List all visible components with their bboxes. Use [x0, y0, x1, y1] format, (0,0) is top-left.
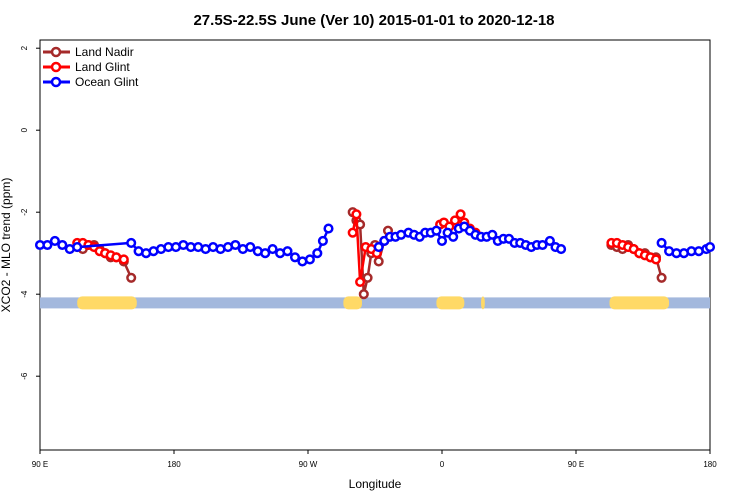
data-point-land-glint [455, 209, 466, 220]
data-point-ocean-glint [49, 235, 60, 246]
data-point-ocean-glint [126, 237, 137, 248]
chart-title: 27.5S-22.5S June (Ver 10) 2015-01-01 to … [193, 12, 554, 29]
land-ocean-band [40, 296, 710, 310]
land-segment [77, 296, 137, 310]
data-point-ocean-glint [317, 235, 328, 246]
data-point-ocean-glint [487, 229, 498, 240]
data-point-land-nadir [358, 289, 369, 300]
x-axis-label: Longitude [349, 477, 402, 491]
x-tick-label: 180 [167, 460, 181, 469]
x-tick-label: 90 E [568, 460, 584, 469]
data-point-land-glint [118, 254, 129, 265]
data-point-land-nadir [656, 272, 667, 283]
legend-item-land-nadir: Land Nadir [43, 45, 134, 59]
legend-marker-land-glint [50, 61, 62, 73]
x-tick-label: 180 [703, 460, 717, 469]
x-tick-label: 0 [440, 460, 445, 469]
data-point-ocean-glint [436, 235, 448, 246]
data-point-ocean-glint [260, 248, 271, 259]
series-layer [34, 207, 716, 300]
y-axis-label: XCO2 - MLO trend (ppm) [0, 178, 13, 313]
data-point-ocean-glint [373, 242, 384, 253]
data-point-ocean-glint [312, 248, 323, 259]
x-tick-label: 90 E [32, 460, 48, 469]
data-point-land-glint [355, 276, 366, 287]
data-point-ocean-glint [544, 235, 555, 246]
data-point-ocean-glint [431, 225, 442, 236]
y-tick-label: 2 [20, 45, 29, 50]
data-point-ocean-glint [704, 242, 716, 253]
legend-marker-land-nadir [50, 46, 62, 58]
data-point-ocean-glint [304, 254, 315, 265]
data-point-land-nadir [362, 272, 373, 283]
x-tick-label: 90 W [299, 460, 318, 469]
legend-item-land-glint: Land Glint [43, 60, 130, 74]
data-point-ocean-glint [267, 244, 278, 255]
legend-marker-ocean-glint [50, 76, 62, 88]
data-point-land-nadir [126, 272, 137, 283]
legend: Land Nadir Land Glint Ocean Glint [43, 45, 139, 89]
data-point-land-glint [449, 215, 461, 226]
y-tick-label: -4 [20, 290, 29, 298]
legend-label-ocean-glint: Ocean Glint [75, 75, 139, 89]
land-segment [343, 296, 362, 310]
data-point-ocean-glint [537, 239, 548, 251]
land-segment [436, 296, 465, 310]
x-axis-ticks: 90 E 180 90 W 0 90 E 180 [32, 450, 717, 469]
data-point-land-nadir [373, 256, 384, 267]
data-point-land-glint [351, 209, 362, 220]
legend-label-land-glint: Land Glint [75, 60, 130, 74]
data-point-ocean-glint [289, 252, 301, 263]
data-point-ocean-glint [556, 244, 567, 255]
legend-label-land-nadir: Land Nadir [75, 45, 134, 59]
y-tick-label: 0 [20, 127, 29, 132]
y-tick-label: -6 [20, 372, 29, 380]
data-point-ocean-glint [282, 246, 293, 257]
data-point-ocean-glint [57, 239, 68, 251]
data-point-ocean-glint [656, 237, 667, 248]
data-point-ocean-glint [230, 239, 241, 251]
ocean-band [40, 297, 710, 309]
land-segment [481, 296, 485, 310]
data-point-ocean-glint [72, 242, 83, 253]
data-point-ocean-glint [448, 231, 459, 242]
data-point-land-glint [650, 254, 662, 265]
data-point-ocean-glint [42, 239, 53, 251]
data-point-ocean-glint [245, 242, 256, 253]
legend-item-ocean-glint: Ocean Glint [43, 75, 139, 89]
y-tick-label: -2 [20, 208, 29, 216]
data-point-land-glint [347, 227, 358, 238]
y-axis-ticks: 2 0 -2 -4 -6 [20, 45, 40, 380]
land-segment [609, 296, 670, 310]
series-ocean-glint [34, 221, 716, 267]
data-point-ocean-glint [323, 223, 334, 234]
